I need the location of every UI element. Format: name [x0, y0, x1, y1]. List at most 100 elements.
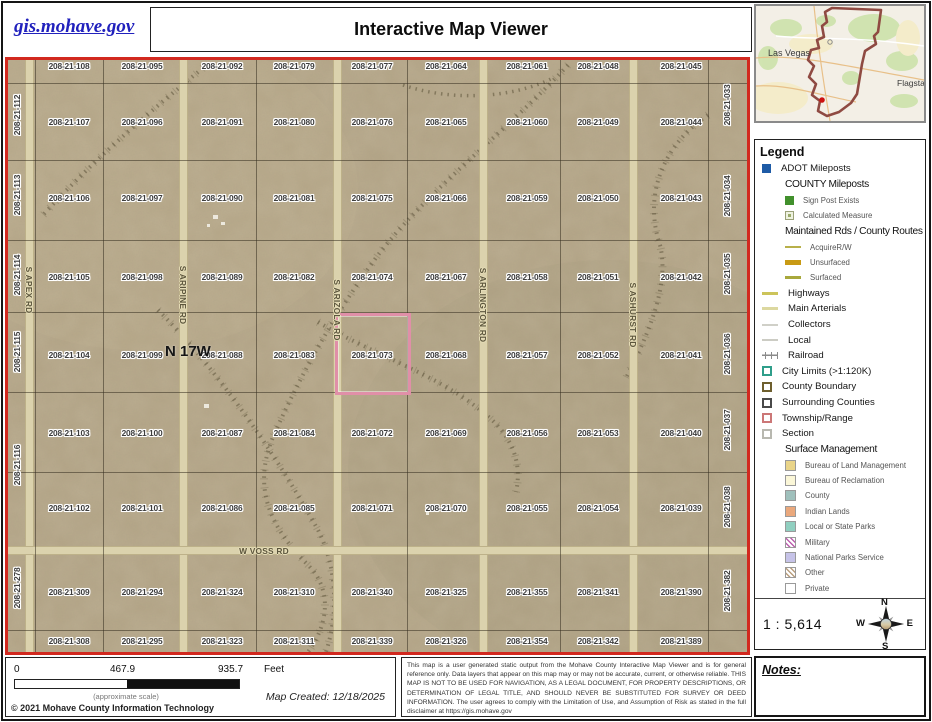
grid-line	[35, 60, 36, 652]
legend-item-label: Section	[782, 428, 814, 440]
grid-line	[8, 472, 747, 473]
parcel-label: 208-21-036	[722, 333, 732, 375]
site-link[interactable]: gis.mohave.gov	[14, 16, 135, 37]
parcel-label: 208-21-039	[660, 503, 702, 513]
copyright-text: © 2021 Mohave County Information Technol…	[11, 703, 214, 713]
parcel-label: 208-21-069	[425, 428, 467, 438]
legend-item: Calculated Measure	[755, 208, 925, 223]
legend-title: Legend	[760, 145, 805, 159]
parcel-label: 208-21-389	[660, 636, 702, 646]
parcel-label: 208-21-089	[201, 272, 243, 282]
legend-item-label: Township/Range	[782, 412, 853, 424]
legend-line-med-icon	[762, 291, 778, 295]
legend-item: Main Arterials	[755, 301, 925, 317]
compass-north-label: N	[881, 597, 888, 608]
legend-section-label: Surface Management	[785, 443, 878, 455]
parcel-label: 208-21-052	[577, 350, 619, 360]
grid-line	[8, 240, 747, 241]
legend-item-label: Railroad	[788, 350, 824, 362]
parcel-label: 208-21-082	[273, 272, 315, 282]
parcel-label: 208-21-073	[351, 350, 393, 360]
parcel-label: 208-21-050	[577, 193, 619, 203]
legend-panel: Legend ADOT Mileposts COUNTY Mileposts Sign…	[754, 139, 926, 652]
parcel-label: 208-21-064	[425, 61, 467, 71]
legend-item-label: Local	[788, 334, 811, 346]
legend-item: Surrounding Counties	[755, 395, 925, 411]
legend-item-label: County Boundary	[782, 381, 857, 393]
parcel-label: 208-21-053	[577, 428, 619, 438]
road-label: W VOSS RD	[239, 546, 289, 556]
las-vegas-label: Las Vegas	[768, 48, 811, 58]
legend-item-label: Bureau of Land Management	[805, 460, 906, 470]
legend-box-icon	[762, 397, 772, 408]
page-title: Interactive Map Viewer	[354, 19, 548, 39]
flagstaff-label: Flagsta	[897, 78, 925, 88]
legend-hatch-icon	[785, 567, 796, 579]
parcel-label: 208-21-354	[506, 636, 548, 646]
legend-item: AcquireR/W	[755, 239, 925, 254]
legend-box-icon	[762, 381, 772, 392]
road-strip	[629, 60, 638, 652]
legend-box-icon	[762, 428, 772, 439]
parcel-label: 208-21-112	[12, 94, 22, 136]
parcel-label: 208-21-048	[577, 61, 619, 71]
legend-item: Private	[755, 581, 925, 596]
legend-fill-icon	[785, 505, 796, 517]
parcel-label: 208-21-100	[121, 428, 163, 438]
map-canvas: N 17W S APEX RD S ARIPINE RD S ARIZOLA RD S…	[5, 57, 750, 655]
parcel-label: 208-21-106	[48, 193, 90, 203]
parcel-label: 208-21-294	[121, 587, 163, 597]
legend-item-label: Surfaced	[810, 273, 842, 283]
parcel-label: 208-21-390	[660, 587, 702, 597]
parcel-label: 208-21-115	[12, 331, 22, 373]
parcel-label: 208-21-065	[425, 117, 467, 127]
legend-line-thin-icon	[762, 323, 778, 326]
parcel-label: 208-21-051	[577, 272, 619, 282]
legend-item-label: Unsurfaced	[810, 257, 850, 267]
parcel-label: 208-21-113	[12, 174, 22, 216]
compass-west-label: W	[856, 618, 865, 629]
parcel-label: 208-21-324	[201, 587, 243, 597]
scalebar-unit-label: Feet	[264, 664, 285, 675]
legend-item: Other	[755, 565, 925, 580]
legend-item: National Parks Service	[755, 550, 925, 565]
parcel-label: 208-21-070	[425, 503, 467, 513]
scale-ratio: 1 : 5,614	[763, 616, 822, 632]
legend-item: City Limits (>1:120K)	[755, 364, 925, 380]
grid-line	[708, 60, 709, 652]
parcel-label: 208-21-060	[506, 117, 548, 127]
parcel-label: 208-21-104	[48, 350, 90, 360]
compass-south-label: S	[882, 641, 889, 652]
parcel-label: 208-21-033	[722, 84, 732, 126]
legend-item-label: National Parks Service	[805, 553, 884, 563]
legend-item: Railroad	[755, 348, 925, 364]
parcel-label: 208-21-099	[121, 350, 163, 360]
location-dot	[819, 97, 825, 103]
legend-square-dot-icon	[785, 211, 794, 221]
legend-item: ADOT Mileposts	[755, 161, 925, 177]
parcel-label: 208-21-103	[48, 428, 90, 438]
parcel-label: 208-21-037	[722, 409, 732, 451]
parcel-label: 208-21-311	[273, 636, 315, 646]
parcel-label: 208-21-077	[351, 61, 393, 71]
legend-item: County	[755, 488, 925, 503]
legend-square-icon	[762, 164, 771, 174]
road-strip	[479, 60, 488, 652]
parcel-label: 208-21-310	[273, 587, 315, 597]
legend-box-icon	[762, 366, 772, 377]
legend-item: Section	[755, 426, 925, 442]
parcel-label: 208-21-076	[351, 117, 393, 127]
legend-line-med-icon	[762, 307, 778, 311]
road-strip	[25, 60, 34, 652]
legend-hatch-icon	[785, 536, 796, 548]
notes-title: Notes:	[762, 663, 801, 677]
map-created-text: Map Created: 12/18/2025	[265, 691, 385, 703]
inset-map: Las Vegas Flagsta	[754, 4, 926, 123]
approx-scale-note: (approximate scale)	[93, 692, 159, 701]
legend-fill-icon	[785, 521, 796, 533]
road-label: S ARIZOLA RD	[332, 279, 342, 341]
parcel-label: 208-21-035	[722, 253, 732, 295]
parcel-label: 208-21-072	[351, 428, 393, 438]
legend-item-label: Military	[805, 537, 830, 547]
parcel-label: 208-21-038	[722, 486, 732, 528]
